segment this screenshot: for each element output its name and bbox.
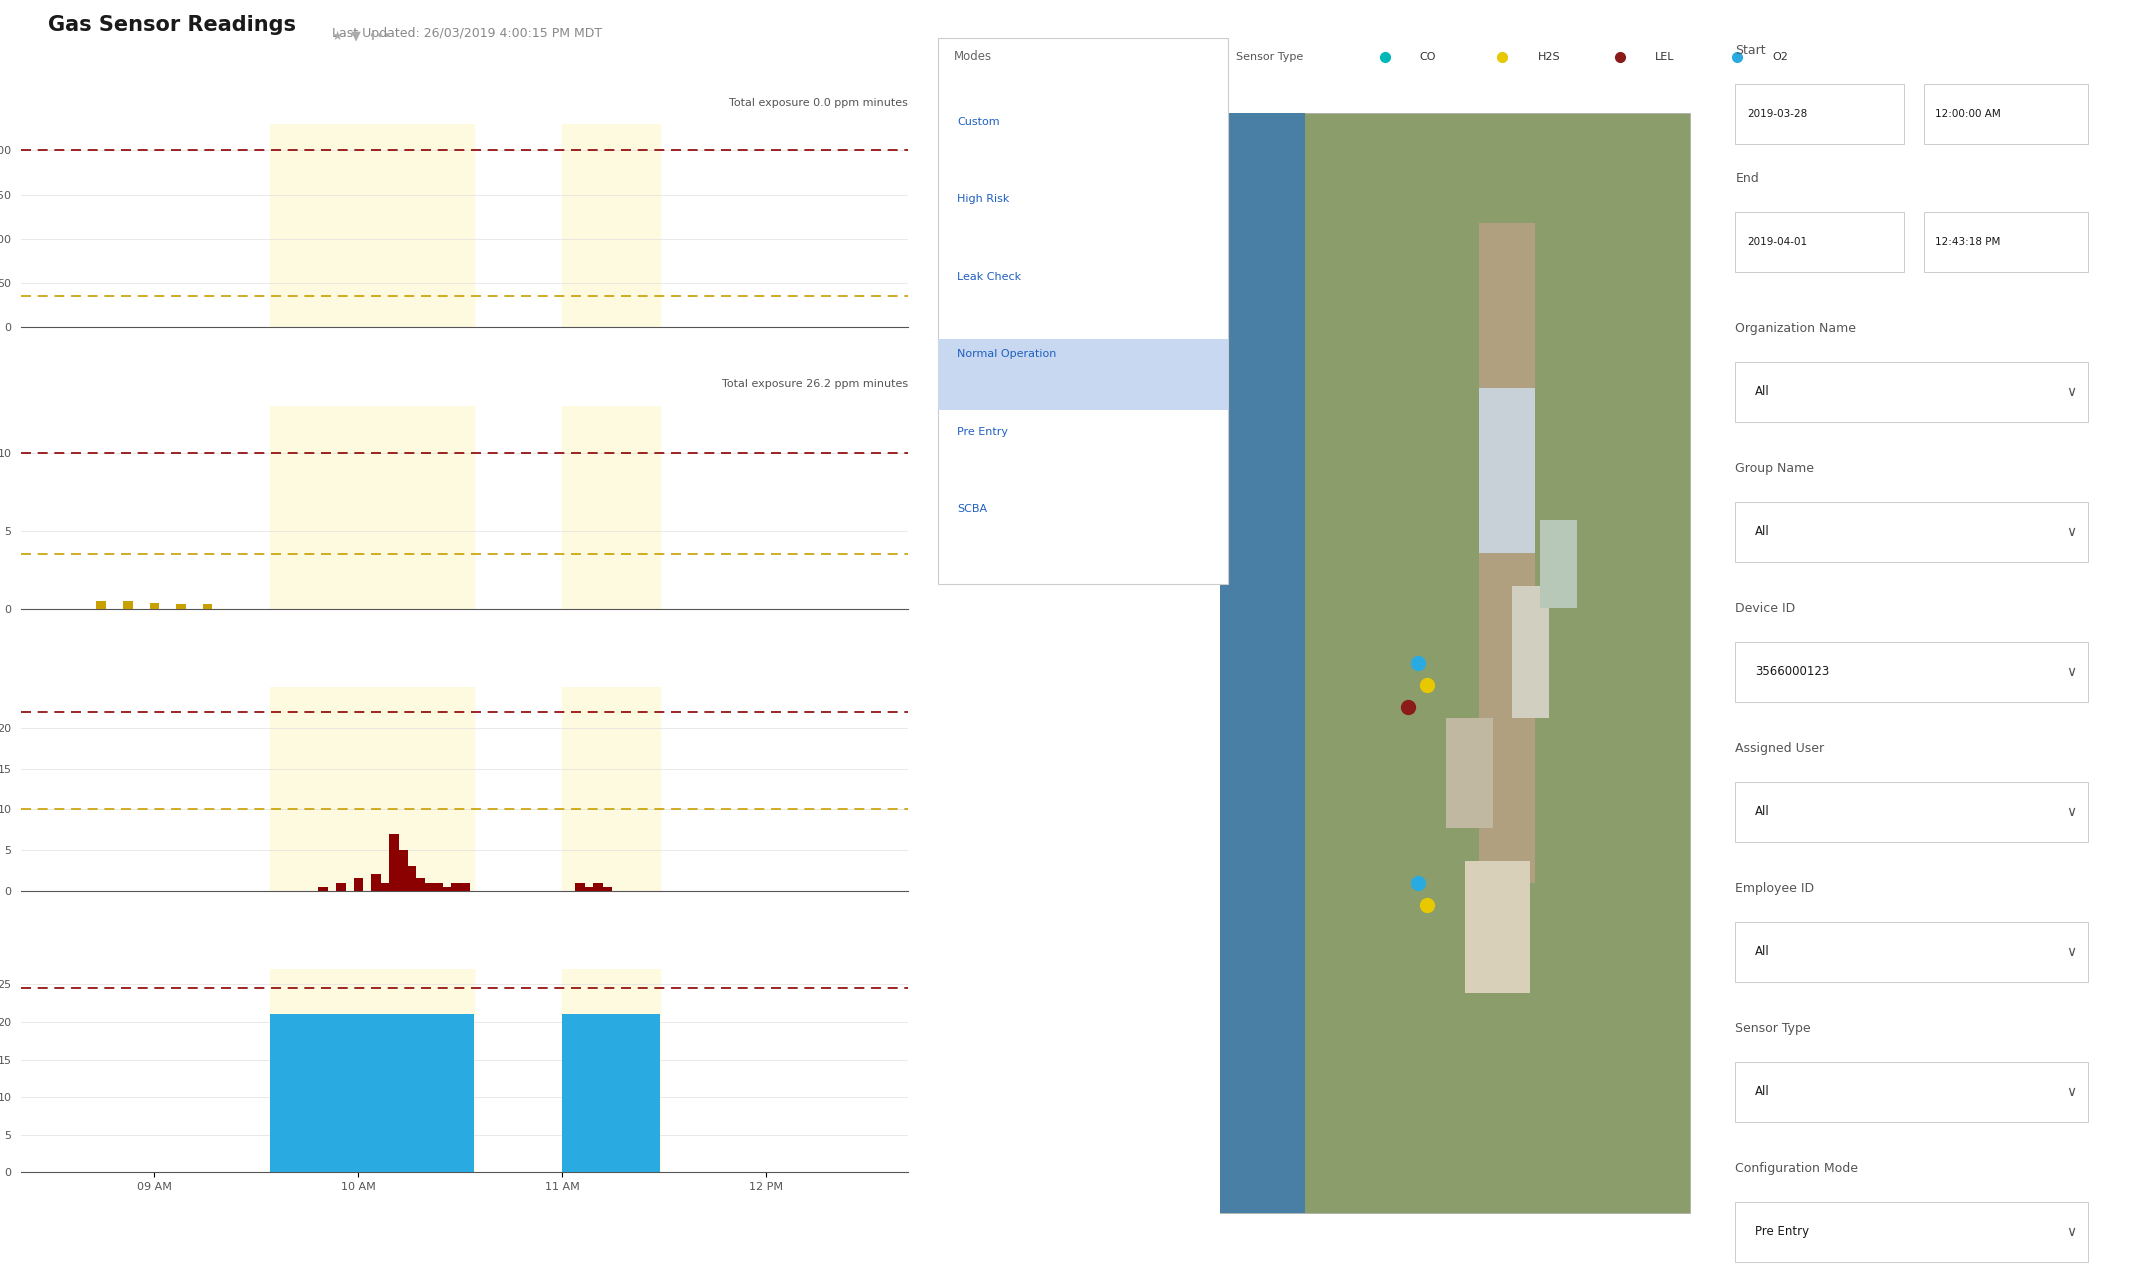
Text: Total exposure 0.0 ppm minutes: Total exposure 0.0 ppm minutes: [729, 98, 909, 107]
Bar: [354, 878, 363, 891]
Bar: [563, 124, 659, 327]
FancyBboxPatch shape: [1478, 223, 1536, 883]
Text: All: All: [1755, 526, 1770, 538]
Text: ∨: ∨: [2067, 665, 2075, 679]
Text: CO: CO: [1421, 51, 1436, 61]
Bar: [203, 604, 213, 609]
FancyBboxPatch shape: [1220, 112, 1689, 1213]
Bar: [563, 688, 659, 891]
FancyBboxPatch shape: [1540, 519, 1578, 607]
FancyBboxPatch shape: [1736, 1202, 2088, 1262]
Text: All: All: [1755, 1086, 1770, 1099]
Text: Gas Sensor Readings: Gas Sensor Readings: [47, 15, 296, 36]
Text: ∨: ∨: [2067, 805, 2075, 819]
Bar: [380, 883, 390, 891]
Text: Last Updated: 26/03/2019 4:00:15 PM MDT: Last Updated: 26/03/2019 4:00:15 PM MDT: [333, 27, 602, 41]
Bar: [269, 406, 474, 609]
Text: Leak Check: Leak Check: [958, 272, 1022, 282]
FancyBboxPatch shape: [1924, 84, 2088, 144]
FancyBboxPatch shape: [1736, 1062, 2088, 1122]
Text: ★  ▼  •••: ★ ▼ •••: [333, 31, 390, 43]
FancyBboxPatch shape: [1736, 642, 2088, 702]
Text: H2S: H2S: [1538, 51, 1559, 61]
Bar: [269, 688, 474, 891]
FancyBboxPatch shape: [1924, 212, 2088, 272]
Text: Pre Entry: Pre Entry: [1755, 1225, 1809, 1239]
Text: 3566000123: 3566000123: [1755, 665, 1830, 679]
Text: Group Name: Group Name: [1736, 462, 1815, 475]
Bar: [371, 874, 382, 891]
FancyBboxPatch shape: [1736, 921, 2088, 983]
FancyBboxPatch shape: [1736, 501, 2088, 561]
Bar: [335, 883, 346, 891]
Bar: [399, 850, 407, 891]
Bar: [124, 601, 132, 609]
Text: High Risk: High Risk: [958, 194, 1009, 204]
FancyBboxPatch shape: [1736, 782, 2088, 842]
Text: Employee ID: Employee ID: [1736, 882, 1815, 894]
Text: Modes: Modes: [953, 50, 992, 64]
Bar: [318, 887, 328, 891]
Text: End: End: [1736, 171, 1760, 185]
Text: Start: Start: [1736, 43, 1766, 57]
Text: Pre Entry: Pre Entry: [958, 426, 1009, 436]
Bar: [563, 970, 659, 1173]
Bar: [602, 887, 612, 891]
Text: ∨: ∨: [2067, 524, 2075, 538]
Bar: [593, 883, 604, 891]
FancyBboxPatch shape: [1220, 112, 1305, 1213]
Text: 12:00:00 AM: 12:00:00 AM: [1935, 108, 2001, 119]
Bar: [149, 602, 160, 609]
Text: Sensor Type: Sensor Type: [1235, 51, 1303, 61]
Text: Configuration Mode: Configuration Mode: [1736, 1162, 1858, 1175]
Text: 2019-04-01: 2019-04-01: [1747, 236, 1807, 246]
Bar: [461, 883, 469, 891]
Text: All: All: [1755, 946, 1770, 958]
Text: ∨: ∨: [2067, 384, 2075, 398]
Bar: [416, 878, 424, 891]
FancyBboxPatch shape: [1478, 388, 1536, 553]
Text: All: All: [1755, 385, 1770, 398]
Bar: [388, 833, 399, 891]
Text: Custom: Custom: [958, 116, 1000, 126]
Bar: [407, 866, 416, 891]
Text: 2019-03-28: 2019-03-28: [1747, 108, 1807, 119]
Text: SCBA: SCBA: [958, 504, 988, 514]
Bar: [433, 883, 444, 891]
Bar: [563, 1014, 659, 1173]
FancyBboxPatch shape: [939, 339, 1229, 411]
Text: LEL: LEL: [1655, 51, 1674, 61]
Text: ∨: ∨: [2067, 1085, 2075, 1099]
Bar: [442, 887, 452, 891]
Bar: [177, 604, 186, 609]
FancyBboxPatch shape: [1736, 361, 2088, 421]
FancyBboxPatch shape: [1465, 861, 1529, 993]
Text: ∨: ∨: [2067, 944, 2075, 958]
Text: Sensor Type: Sensor Type: [1736, 1022, 1811, 1035]
Bar: [576, 883, 584, 891]
Text: Organization Name: Organization Name: [1736, 322, 1856, 334]
Text: All: All: [1755, 805, 1770, 818]
Bar: [450, 883, 461, 891]
FancyBboxPatch shape: [939, 38, 1229, 584]
Text: O2: O2: [1773, 51, 1787, 61]
Text: Total exposure 26.2 ppm minutes: Total exposure 26.2 ppm minutes: [723, 379, 909, 389]
FancyBboxPatch shape: [1512, 586, 1549, 718]
Bar: [563, 406, 659, 609]
Bar: [96, 601, 107, 609]
Text: ∨: ∨: [2067, 1225, 2075, 1239]
Text: 12:43:18 PM: 12:43:18 PM: [1935, 236, 2001, 246]
FancyBboxPatch shape: [1736, 212, 1905, 272]
Text: Device ID: Device ID: [1736, 602, 1796, 615]
FancyBboxPatch shape: [1446, 718, 1493, 828]
Bar: [584, 887, 593, 891]
Text: Normal Operation: Normal Operation: [958, 350, 1056, 359]
Bar: [424, 883, 435, 891]
Bar: [269, 124, 474, 327]
Bar: [269, 970, 474, 1173]
Text: Assigned User: Assigned User: [1736, 741, 1824, 755]
Bar: [269, 1014, 474, 1173]
FancyBboxPatch shape: [1736, 84, 1905, 144]
